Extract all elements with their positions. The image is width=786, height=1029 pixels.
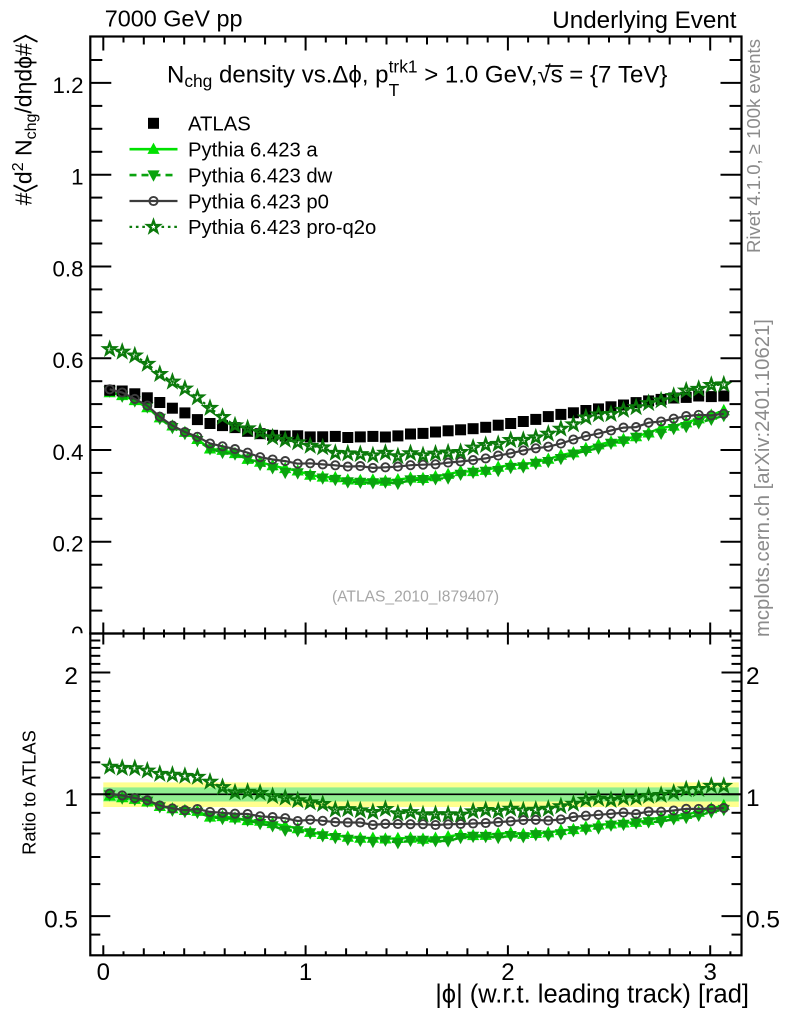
svg-text:2: 2 (64, 663, 78, 690)
svg-text:0.6: 0.6 (53, 348, 84, 373)
svg-text:chg: chg (184, 71, 212, 91)
svg-text:(ATLAS_2010_I879407): (ATLAS_2010_I879407) (332, 589, 499, 606)
svg-text:d: d (11, 171, 37, 184)
svg-text:1.2: 1.2 (53, 73, 84, 98)
svg-text:0.5: 0.5 (746, 907, 780, 934)
svg-text:Underlying Event: Underlying Event (552, 7, 736, 34)
svg-text:= {7 TeV}: = {7 TeV} (563, 62, 668, 89)
svg-text:0.5: 0.5 (44, 907, 78, 934)
svg-text:1: 1 (64, 785, 78, 812)
svg-text:ATLAS: ATLAS (188, 114, 251, 136)
svg-text:T: T (389, 80, 400, 100)
svg-text:2: 2 (501, 959, 514, 986)
svg-text:Pythia 6.423 dw: Pythia 6.423 dw (188, 165, 333, 187)
svg-text:2: 2 (746, 663, 760, 690)
svg-text:0: 0 (71, 622, 83, 647)
svg-text:1: 1 (299, 959, 312, 986)
svg-text:#: # (11, 192, 37, 205)
svg-text:|ϕ| (w.r.t. leading track) [ra: |ϕ| (w.r.t. leading track) [rad] (435, 980, 749, 1008)
svg-text:0.8: 0.8 (53, 257, 84, 282)
svg-text:Rivet 4.1.0, ≥ 100k events: Rivet 4.1.0, ≥ 100k events (743, 39, 764, 253)
svg-text:#: # (11, 43, 37, 56)
svg-text:> 1.0 GeV,: > 1.0 GeV, (418, 62, 545, 89)
svg-text:0.2: 0.2 (53, 532, 84, 557)
svg-text:2: 2 (10, 162, 27, 171)
svg-text:0.4: 0.4 (53, 440, 84, 465)
svg-text:mcplots.cern.ch [arXiv:2401.10: mcplots.cern.ch [arXiv:2401.10621] (752, 319, 774, 637)
svg-text:Ratio to ATLAS: Ratio to ATLAS (19, 730, 40, 855)
svg-text:trk1: trk1 (389, 57, 418, 77)
svg-text:N: N (11, 139, 37, 162)
svg-text:7000 GeV pp: 7000 GeV pp (105, 5, 243, 31)
svg-text:1: 1 (71, 165, 83, 190)
svg-text:Pythia 6.423 p0: Pythia 6.423 p0 (188, 191, 329, 213)
svg-text:Pythia 6.423 a: Pythia 6.423 a (188, 140, 318, 162)
svg-text:1: 1 (746, 785, 760, 812)
svg-text:0: 0 (97, 959, 110, 986)
svg-text:/dηdϕ: /dηdϕ (11, 56, 37, 114)
svg-text:N: N (167, 62, 184, 89)
svg-text:chg: chg (23, 114, 40, 140)
svg-text:Pythia 6.423 pro-q2o: Pythia 6.423 pro-q2o (188, 217, 376, 239)
svg-text:3: 3 (704, 959, 717, 986)
svg-text:density vs.Δϕ, p: density vs.Δϕ, p (212, 62, 388, 89)
